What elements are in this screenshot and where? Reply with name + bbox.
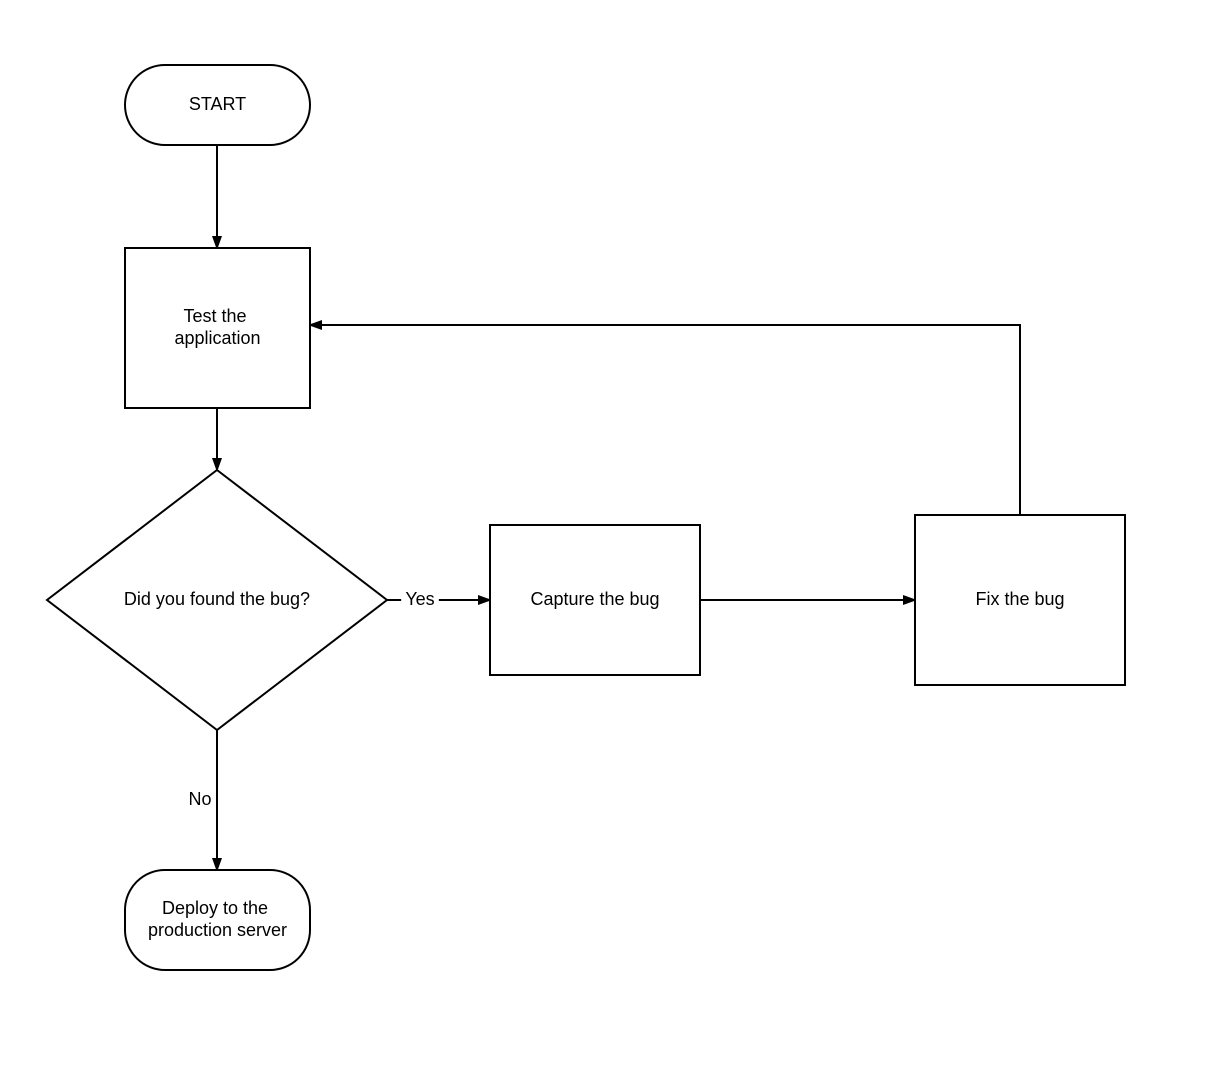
edges-group: Yes No [186,145,1020,870]
node-capture-label: Capture the bug [530,589,659,609]
node-test: Test the application [125,248,310,408]
edge-label-decision-to-capture: Yes [405,589,434,609]
node-fix: Fix the bug [915,515,1125,685]
edge-fix-to-test [310,325,1020,515]
node-decision-label: Did you found the bug? [124,589,310,609]
node-start: START [125,65,310,145]
node-decision: Did you found the bug? [47,470,387,730]
node-deploy: Deploy to the production server [125,870,310,970]
node-capture: Capture the bug [490,525,700,675]
flowchart-canvas: Yes No START Test the application Did you… [0,0,1224,1078]
node-fix-label: Fix the bug [975,589,1064,609]
node-start-label: START [189,94,246,114]
edge-label-decision-to-deploy: No [188,789,211,809]
